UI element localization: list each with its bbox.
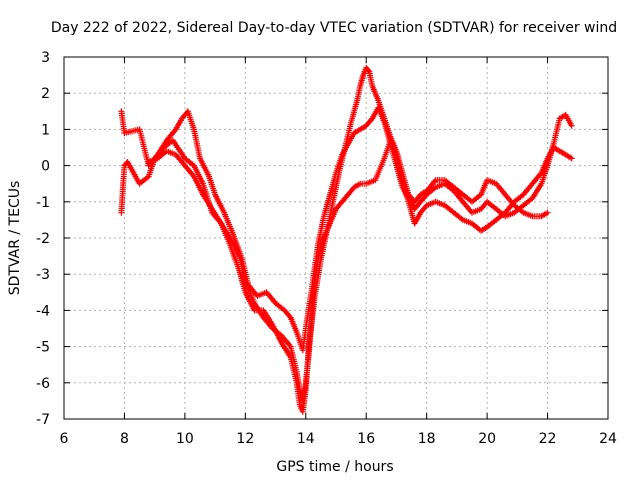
- y-tick-label: 3: [41, 50, 50, 66]
- x-tick-label: 24: [599, 431, 617, 447]
- x-tick-label: 12: [236, 431, 254, 447]
- series-marks-track-1: [118, 137, 575, 404]
- y-tick-label: 1: [41, 122, 50, 138]
- y-tick-label: -1: [36, 195, 50, 211]
- y-tick-label: -6: [36, 376, 50, 392]
- y-tick-label: 0: [41, 159, 50, 175]
- x-tick-label: 14: [297, 431, 315, 447]
- y-tick-label: -5: [36, 340, 50, 356]
- y-tick-label: -2: [36, 231, 50, 247]
- x-tick-label: 22: [539, 431, 557, 447]
- x-tick-label: 10: [176, 431, 194, 447]
- data-points: [118, 64, 575, 415]
- x-axis-label: GPS time / hours: [276, 459, 393, 475]
- x-tick-label: 16: [357, 431, 375, 447]
- y-tick-label: 2: [41, 86, 50, 102]
- grid: [64, 57, 608, 419]
- x-tick-label: 20: [478, 431, 496, 447]
- y-tick-label: -3: [36, 267, 50, 283]
- x-tick-label: 18: [418, 431, 436, 447]
- x-tick-label: 8: [120, 431, 129, 447]
- y-axis-label: SDTVAR / TECUs: [7, 181, 23, 296]
- series-marks-track-3: [145, 64, 551, 415]
- chart-title: Day 222 of 2022, Sidereal Day-to-day VTE…: [51, 20, 617, 36]
- y-tick-label: -7: [36, 412, 50, 428]
- x-tick-label: 6: [60, 431, 69, 447]
- y-tick-label: -4: [36, 303, 50, 319]
